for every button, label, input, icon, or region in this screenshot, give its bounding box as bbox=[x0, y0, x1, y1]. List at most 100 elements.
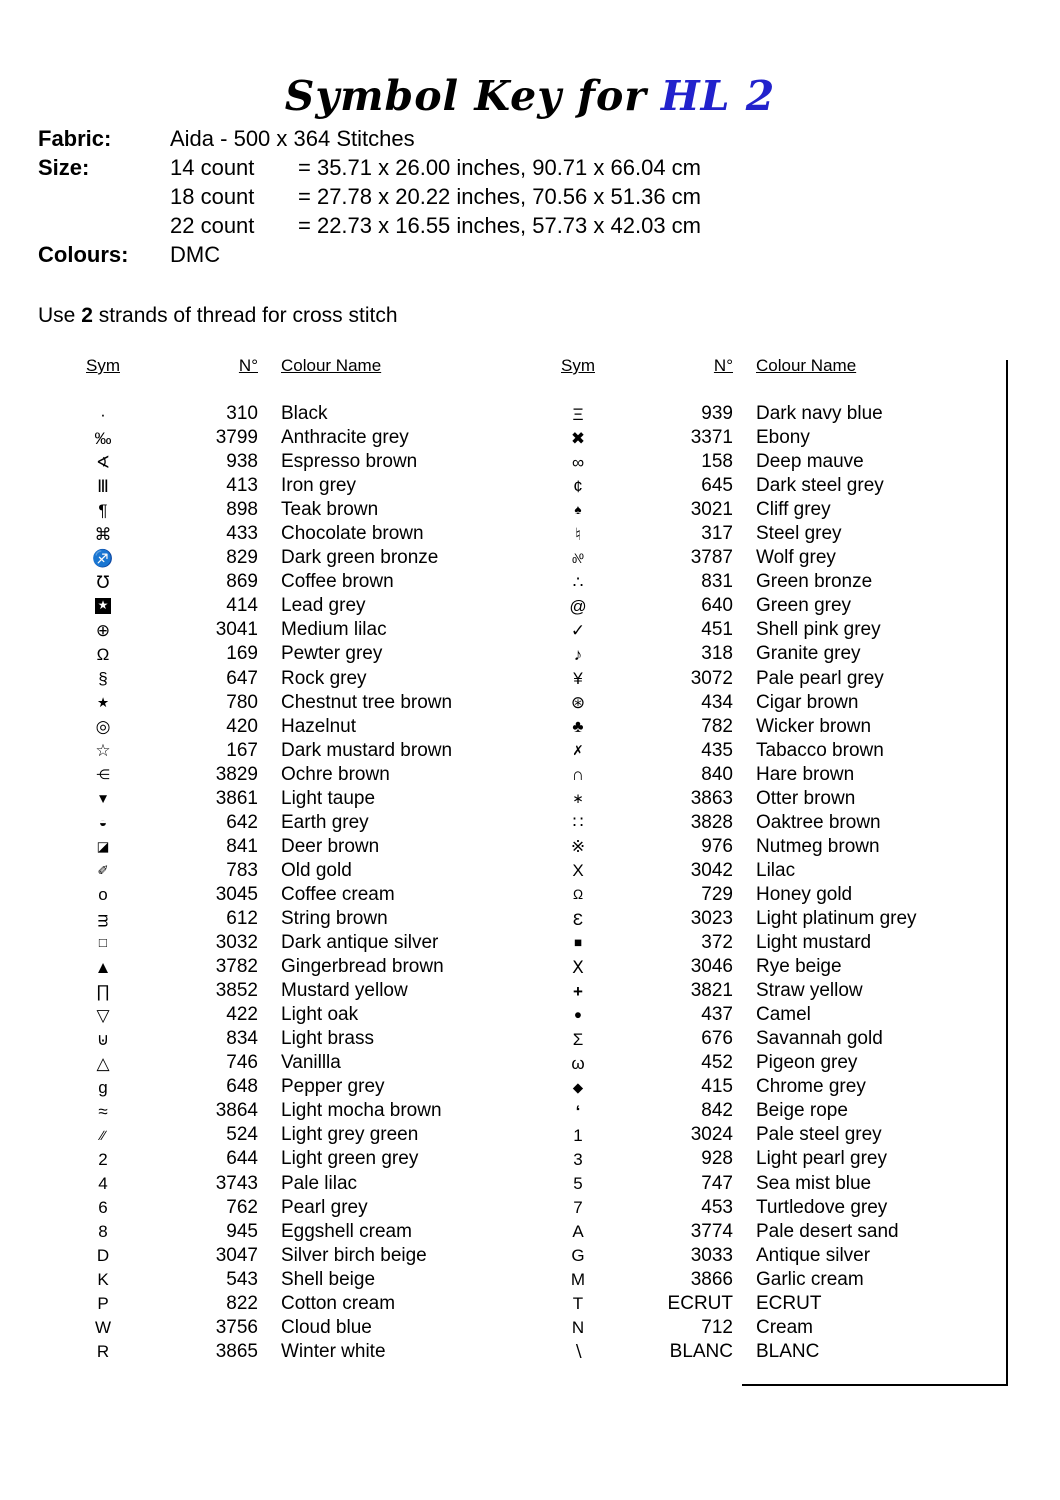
stitch-symbol: ∞ bbox=[571, 452, 585, 472]
thread-number-cell: 782 bbox=[701, 715, 733, 737]
colour-name-cell: Light taupe bbox=[281, 787, 376, 809]
strands-note: Use 2 strands of thread for cross stitch bbox=[38, 304, 398, 327]
symbol-table-right: Sym N° Colour Name Ξ 939 Dark navy blue ✖ 33… bbox=[535, 356, 1005, 1364]
table-rows-left: · 310 Black ‰ 3799 Anthracite grey ∢ 938 Espress… bbox=[60, 402, 520, 1364]
symbol-cell: ∗ bbox=[535, 792, 621, 806]
thread-number-cell: 829 bbox=[226, 547, 258, 569]
table-row: 5 747 Sea mist blue bbox=[535, 1172, 1005, 1196]
thread-number-cell: 434 bbox=[701, 691, 733, 713]
table-row: ⌘ 433 Chocolate brown bbox=[60, 522, 520, 546]
stitch-symbol: ◪ bbox=[96, 839, 110, 855]
symbol-cell: ∏ bbox=[60, 983, 146, 1000]
stitch-symbol: ¢ bbox=[573, 476, 583, 496]
stitch-symbol: ● bbox=[573, 1007, 583, 1023]
thread-number-cell: 317 bbox=[701, 523, 733, 545]
symbol-cell: ♐ bbox=[60, 550, 146, 567]
thread-number-cell: 524 bbox=[226, 1124, 258, 1146]
stitch-symbol: ✓ bbox=[570, 620, 586, 640]
stitch-symbol: ☆ bbox=[95, 741, 111, 761]
colour-name-cell: Light brass bbox=[281, 1028, 374, 1050]
table-row: ☆ 167 Dark mustard brown bbox=[60, 739, 520, 763]
colour-name-cell: Otter brown bbox=[756, 787, 856, 809]
thread-number-cell: 3782 bbox=[215, 956, 258, 978]
stitch-symbol: ◒ bbox=[98, 815, 108, 831]
colour-name-cell: Green bronze bbox=[756, 571, 873, 593]
symbol-cell: 3 bbox=[535, 1151, 621, 1168]
table-row: 8 945 Eggshell cream bbox=[60, 1220, 520, 1244]
table-row: Ξ 939 Dark navy blue bbox=[535, 402, 1005, 426]
colour-name-cell: Pale lilac bbox=[281, 1172, 358, 1194]
thread-number-cell: 644 bbox=[226, 1148, 258, 1170]
thread-number-cell: 3787 bbox=[690, 547, 733, 569]
symbol-cell: @ bbox=[535, 598, 621, 615]
thread-number-cell: 939 bbox=[701, 403, 733, 425]
colour-name-cell: Tabacco brown bbox=[756, 739, 884, 761]
table-row: ∖ BLANC BLANC bbox=[535, 1340, 1005, 1364]
colour-name-cell: Pearl grey bbox=[281, 1196, 368, 1218]
stitch-symbol: ≈ bbox=[98, 1101, 108, 1121]
table-row: Ⅹ 3046 Rye beige bbox=[535, 955, 1005, 979]
symbol-cell: ⊍ bbox=[60, 1031, 146, 1048]
stitch-symbol: ▽ bbox=[96, 1005, 110, 1025]
symbol-cell: ▽ bbox=[60, 1007, 146, 1024]
colour-name-cell: Dark green bronze bbox=[281, 547, 439, 569]
thread-number-cell: ECRUT bbox=[667, 1292, 733, 1314]
table-row: +3821 Straw yellow bbox=[535, 979, 1005, 1003]
fabric-label: Fabric: bbox=[38, 126, 112, 151]
thread-number-cell: 729 bbox=[701, 883, 733, 905]
table-row: ◎ 420 Hazelnut bbox=[60, 715, 520, 739]
colour-name-cell: Coffee brown bbox=[281, 571, 394, 593]
size-row-1: Size: 14 count = 35.71 x 26.00 inches, 90… bbox=[38, 155, 938, 184]
symbol-cell: ∴ bbox=[535, 574, 621, 591]
colour-name-cell: Gingerbread brown bbox=[281, 956, 444, 978]
table-row: ♠ 3021 Cliff grey bbox=[535, 498, 1005, 522]
thread-number-cell: 3828 bbox=[690, 811, 733, 833]
thread-number-cell: 822 bbox=[226, 1292, 258, 1314]
thread-number-cell: 712 bbox=[701, 1316, 733, 1338]
symbol-cell: ℧ bbox=[60, 574, 146, 591]
colour-name-cell: Dark steel grey bbox=[756, 475, 884, 497]
table-row: ⋲ 3829 Ochre brown bbox=[60, 763, 520, 787]
stitch-symbol: ◆ bbox=[572, 1079, 584, 1095]
symbol-cell: M bbox=[535, 1271, 621, 1288]
stitch-symbol: Ɛ bbox=[572, 909, 584, 929]
symbol-cell: Ⅹ bbox=[535, 959, 621, 976]
colour-name-cell: Ebony bbox=[756, 427, 810, 449]
table-row: ∞ 158 Deep mauve bbox=[535, 450, 1005, 474]
colour-name-cell: Cotton cream bbox=[281, 1292, 396, 1314]
thread-number-cell: 642 bbox=[226, 811, 258, 833]
symbol-cell: G bbox=[535, 1247, 621, 1264]
symbol-cell: △ bbox=[60, 1055, 146, 1072]
thread-number-cell: 640 bbox=[701, 595, 733, 617]
stitch-symbol: ♐ bbox=[92, 548, 114, 568]
table-row: ♪ 318 Granite grey bbox=[535, 642, 1005, 666]
table-row: ✗ 435 Tabacco brown bbox=[535, 739, 1005, 763]
table-row: ♣ 782 Wicker brown bbox=[535, 715, 1005, 739]
thread-number-cell: 3371 bbox=[690, 427, 733, 449]
title-name: HL 2 bbox=[660, 72, 776, 120]
table-row: g 648 Pepper grey bbox=[60, 1075, 520, 1099]
symbol-cell: ‰ bbox=[60, 430, 146, 447]
table-row: o 3045 Coffee cream bbox=[60, 883, 520, 907]
table-row: § 647 Rock grey bbox=[60, 667, 520, 691]
thread-number-cell: 167 bbox=[226, 739, 258, 761]
colour-name-cell: Light mocha brown bbox=[281, 1100, 442, 1122]
thread-number-cell: 3774 bbox=[690, 1220, 733, 1242]
colour-name-cell: Silver birch beige bbox=[281, 1244, 427, 1266]
table-row: ♐ 829 Dark green bronze bbox=[60, 546, 520, 570]
stitch-symbol: ⌘ bbox=[94, 524, 112, 544]
symbol-cell: ¥ bbox=[535, 670, 621, 687]
table-row: ★ 780 Chestnut tree brown bbox=[60, 691, 520, 715]
table-row: ◆ 415 Chrome grey bbox=[535, 1075, 1005, 1099]
symbol-cell: □ bbox=[60, 936, 146, 950]
colour-name-cell: Turtledove grey bbox=[756, 1196, 888, 1218]
table-row: ⊕ 3041 Medium lilac bbox=[60, 618, 520, 642]
table-row: ※ 976 Nutmeg brown bbox=[535, 835, 1005, 859]
table-row: ● 437 Camel bbox=[535, 1003, 1005, 1027]
thread-number-cell: BLANC bbox=[669, 1340, 733, 1362]
stitch-symbol: g bbox=[98, 1077, 108, 1097]
thread-number-cell: 3041 bbox=[215, 619, 258, 641]
thread-number-cell: 3743 bbox=[215, 1172, 258, 1194]
symbol-cell: ∷ bbox=[535, 814, 621, 831]
symbol-cell: 1 bbox=[535, 1127, 621, 1144]
